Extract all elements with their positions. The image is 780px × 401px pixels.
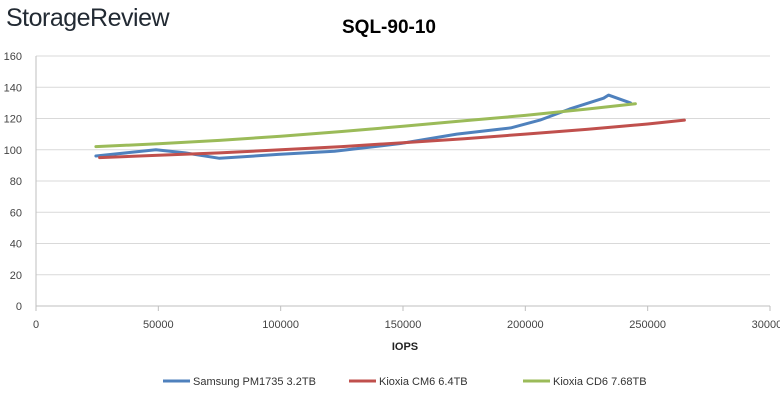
y-tick-label: 120 [4, 114, 22, 126]
legend-label-0: Samsung PM1735 3.2TB [193, 376, 316, 388]
y-tick-label: 100 [4, 145, 22, 157]
legend-label-2: Kioxia CD6 7.68TB [553, 376, 647, 388]
x-axis-title: IOPS [392, 341, 418, 353]
series-line-1 [98, 118, 686, 160]
x-tick-label: 250000 [629, 319, 666, 331]
series-lines [94, 93, 686, 160]
legend: Samsung PM1735 3.2TB Kioxia CM6 6.4TB Kiox… [163, 376, 647, 388]
y-tick-label: 140 [4, 82, 22, 94]
x-tick-label: 50000 [143, 319, 174, 331]
y-axis-ticks: 0 20 40 60 80 100 120 140 160 [4, 51, 22, 313]
x-tick-label: 150000 [385, 319, 422, 331]
y-tick-label: 0 [16, 301, 22, 313]
x-tick-label: 0 [33, 319, 39, 331]
chart-title: SQL-90-10 [342, 17, 436, 38]
legend-label-1: Kioxia CM6 6.4TB [379, 376, 468, 388]
x-axis-ticks: 0 50000 100000 150000 200000 250000 300000 [33, 306, 780, 331]
x-tick-label: 100000 [262, 319, 299, 331]
x-tick-label: 200000 [507, 319, 544, 331]
y-tick-label: 160 [4, 51, 22, 63]
y-tick-label: 80 [10, 176, 22, 188]
gridlines [36, 55, 770, 276]
y-tick-label: 60 [10, 207, 22, 219]
y-tick-label: 40 [10, 239, 22, 251]
series-line-2 [94, 102, 637, 149]
x-tick-label: 300000 [752, 319, 780, 331]
storagereview-logo: StorageReview [6, 4, 170, 32]
y-tick-label: 20 [10, 270, 22, 282]
series-line-0 [94, 93, 632, 160]
